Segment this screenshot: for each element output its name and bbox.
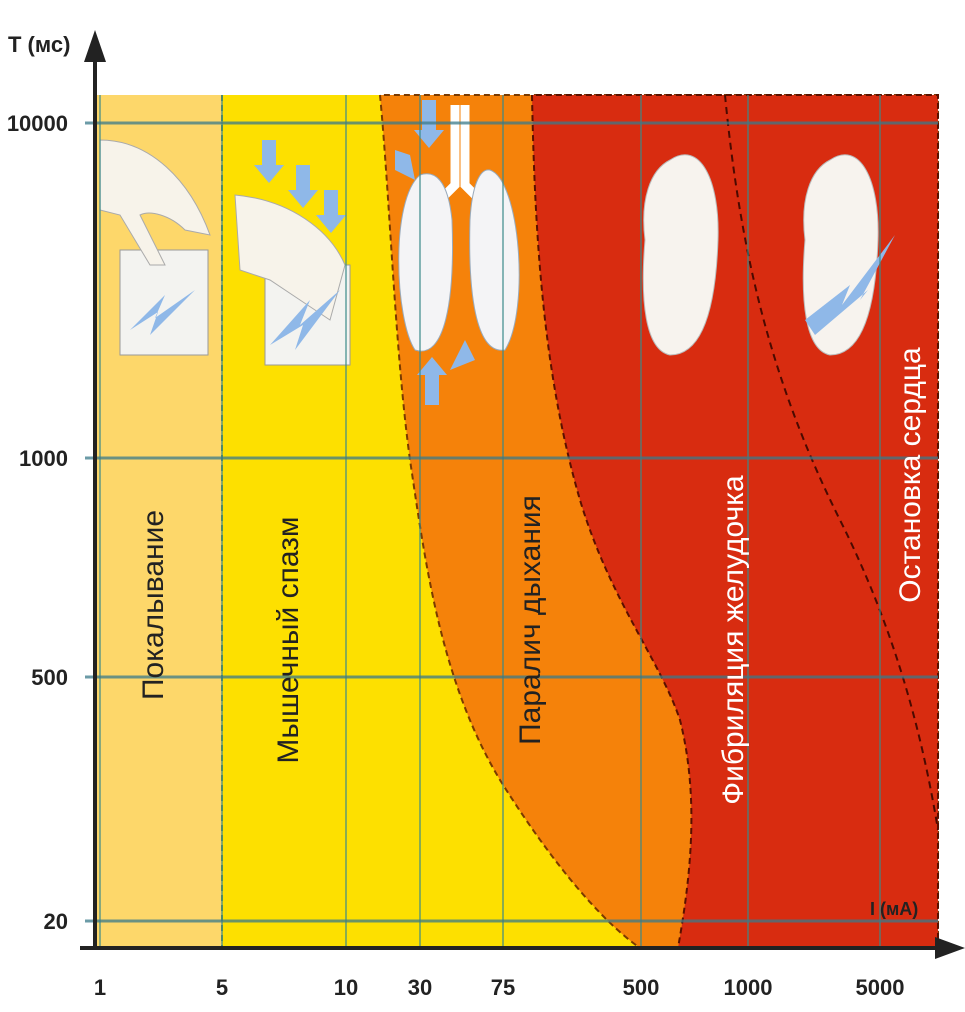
x-tick-label: 75: [491, 975, 515, 1000]
y-tick-label: 1000: [19, 446, 68, 471]
x-tick-label: 500: [623, 975, 660, 1000]
zone-label: Покалывание: [137, 510, 170, 700]
y-tick-label: 20: [44, 909, 68, 934]
zone-label: Мышечный спазм: [272, 516, 305, 763]
icon: [120, 250, 208, 355]
x-tick-label: 10: [334, 975, 358, 1000]
x-tick-label: 1: [94, 975, 106, 1000]
x-axis-label: I (мА): [870, 899, 918, 919]
arrow: [935, 937, 965, 959]
y-tick-label: 500: [31, 665, 68, 690]
arrow: [84, 30, 106, 62]
y-axis-label: T (мс): [8, 32, 70, 57]
zone-label: Остановка сердца: [894, 347, 927, 603]
zone-label: Фибриляция желудочка: [717, 475, 750, 805]
x-tick-label: 30: [408, 975, 432, 1000]
x-tick-label: 5000: [856, 975, 905, 1000]
y-tick-label: 10000: [7, 111, 68, 136]
x-tick-label: 5: [216, 975, 228, 1000]
x-tick-label: 1000: [724, 975, 773, 1000]
chart: T (мс) I (мА) Покалывание Мышечный спазм П…: [0, 0, 965, 1012]
zone-label: Паралич дыхания: [514, 495, 547, 745]
